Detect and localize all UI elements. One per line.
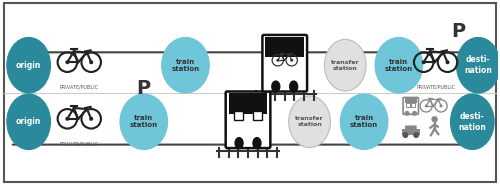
Text: PRIVATE/PUBLIC: PRIVATE/PUBLIC [60, 85, 99, 90]
Circle shape [90, 61, 92, 63]
Text: PRIVATE/PUBLIC: PRIVATE/PUBLIC [416, 85, 455, 90]
Ellipse shape [288, 96, 331, 148]
Text: P: P [136, 79, 151, 97]
Ellipse shape [235, 138, 243, 149]
Circle shape [413, 132, 419, 138]
Ellipse shape [120, 94, 168, 149]
Circle shape [402, 132, 408, 138]
Circle shape [422, 61, 425, 63]
Text: desti-
nation: desti- nation [464, 55, 492, 75]
Text: desti-
nation: desti- nation [458, 112, 486, 132]
Text: transfer
station: transfer station [331, 60, 360, 71]
Text: P: P [452, 22, 466, 41]
FancyBboxPatch shape [403, 97, 418, 114]
Ellipse shape [324, 39, 366, 91]
Circle shape [432, 116, 438, 122]
Circle shape [66, 61, 68, 63]
Ellipse shape [272, 81, 280, 92]
Ellipse shape [7, 37, 51, 93]
Text: origin: origin [16, 117, 42, 126]
FancyBboxPatch shape [405, 125, 416, 132]
Text: train
station: train station [130, 115, 158, 128]
Ellipse shape [7, 94, 51, 149]
FancyBboxPatch shape [262, 35, 307, 92]
Bar [266, 37, 304, 57]
Ellipse shape [375, 37, 422, 93]
Bar [404, 98, 417, 103]
Text: train
station: train station [385, 59, 413, 72]
Bar [254, 111, 262, 120]
Circle shape [446, 61, 449, 63]
Ellipse shape [162, 37, 210, 93]
Bar [406, 103, 410, 107]
Circle shape [426, 105, 427, 107]
Ellipse shape [340, 94, 388, 149]
Text: transfer
station: transfer station [295, 116, 324, 127]
FancyBboxPatch shape [226, 92, 270, 148]
Text: train
station: train station [350, 115, 378, 128]
Bar [412, 103, 416, 107]
Circle shape [277, 60, 278, 61]
Circle shape [66, 117, 68, 120]
Bar [228, 93, 268, 114]
Ellipse shape [456, 37, 500, 93]
Text: PRIVATE/PUBLIC: PRIVATE/PUBLIC [60, 141, 99, 146]
Circle shape [291, 60, 292, 61]
Ellipse shape [253, 138, 261, 149]
Text: origin: origin [16, 61, 42, 70]
Text: train
station: train station [172, 59, 200, 72]
Ellipse shape [450, 94, 494, 149]
Circle shape [90, 117, 92, 120]
Bar [402, 129, 419, 135]
Ellipse shape [290, 81, 298, 92]
Bar [234, 111, 242, 120]
Circle shape [404, 111, 409, 116]
Circle shape [440, 105, 442, 107]
Circle shape [412, 111, 417, 116]
